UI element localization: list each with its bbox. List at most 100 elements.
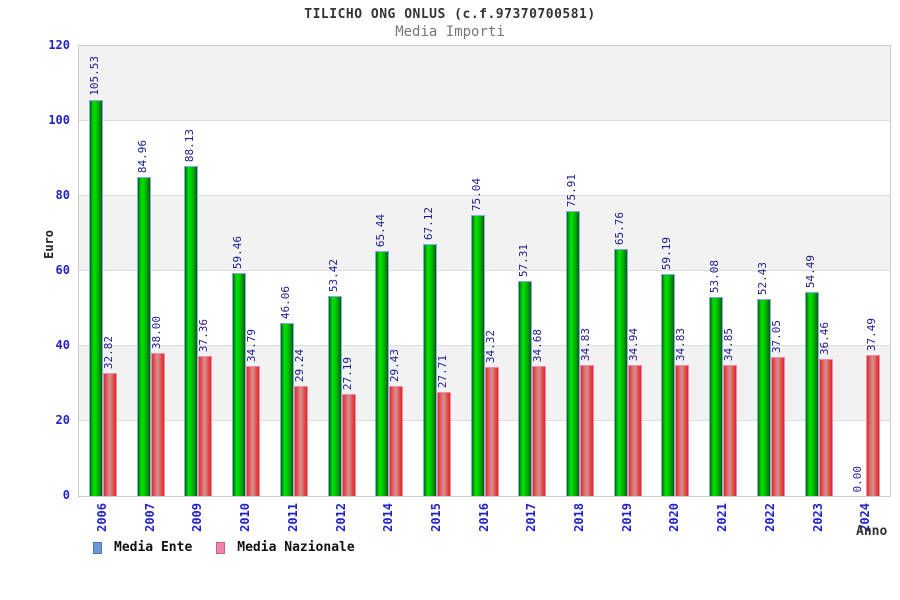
x-tick-2010: 2010 — [238, 503, 252, 532]
red-bar-2023 — [819, 359, 833, 496]
y-tick-20: 20 — [55, 413, 70, 427]
x-tick-2011: 2011 — [286, 503, 300, 532]
red-bar-2016 — [485, 367, 499, 496]
y-tick-60: 60 — [55, 263, 70, 277]
green-bar-2007 — [137, 177, 151, 496]
x-tick-2021: 2021 — [715, 503, 729, 532]
y-tick-40: 40 — [55, 338, 70, 352]
x-tick-2015: 2015 — [429, 503, 443, 532]
green-bar-value-label: 57.31 — [517, 243, 530, 277]
green-bar-2012 — [328, 296, 342, 496]
red-bar-value-label: 34.94 — [627, 327, 640, 361]
chart-title: TILICHO ONG ONLUS (c.f.97370700581) — [304, 7, 596, 22]
red-bar-value-label: 27.71 — [436, 354, 449, 388]
red-bar-2006 — [103, 373, 117, 496]
red-bar-value-label: 34.85 — [722, 327, 735, 361]
green-bar-value-label: 59.46 — [231, 235, 244, 269]
red-bar-2011 — [294, 386, 308, 496]
red-bar-value-label: 34.83 — [579, 327, 592, 361]
red-bar-2018 — [580, 365, 594, 496]
red-bar-value-label: 37.36 — [197, 318, 210, 352]
red-bar-2009 — [198, 356, 212, 496]
red-bar-value-label: 34.32 — [484, 329, 497, 363]
red-bar-value-label: 32.82 — [102, 335, 115, 369]
green-bar-value-label: 75.91 — [565, 173, 578, 207]
green-bar-2009 — [184, 166, 198, 496]
green-bar-2006 — [89, 100, 103, 496]
green-bar-2022 — [757, 299, 771, 496]
x-tick-2006: 2006 — [95, 503, 109, 532]
green-bar-value-label: 54.49 — [804, 254, 817, 288]
red-bar-value-label: 36.46 — [818, 321, 831, 355]
x-tick-2018: 2018 — [572, 503, 586, 532]
y-axis-label: Euro — [42, 230, 56, 259]
green-bar-2015 — [423, 244, 437, 496]
red-bar-2021 — [723, 365, 737, 496]
red-bar-2019 — [628, 365, 642, 496]
y-tick-80: 80 — [55, 188, 70, 202]
plot-area: 105.53 32.82 84.96 38.00 88.13 37.36 59.46 34.7… — [78, 45, 891, 497]
green-bar-2019 — [614, 249, 628, 496]
red-bar-2015 — [437, 392, 451, 496]
x-tick-2019: 2019 — [620, 503, 634, 532]
x-tick-2020: 2020 — [667, 503, 681, 532]
green-bar-value-label: 67.12 — [422, 206, 435, 240]
red-bar-value-label: 29.24 — [293, 348, 306, 382]
legend-label-media-nazionale: Media Nazionale — [237, 540, 355, 555]
green-bar-value-label: 0.00 — [851, 465, 864, 493]
red-bar-2007 — [151, 353, 165, 496]
plot-band-gray — [79, 46, 890, 121]
x-tick-2007: 2007 — [143, 503, 157, 532]
red-bar-2020 — [675, 365, 689, 496]
green-bar-value-label: 46.06 — [279, 285, 292, 319]
red-bar-value-label: 38.00 — [150, 315, 163, 349]
green-bar-value-label: 65.76 — [613, 211, 626, 245]
red-bar-value-label: 34.68 — [531, 328, 544, 362]
x-tick-2009: 2009 — [190, 503, 204, 532]
green-bar-value-label: 52.43 — [756, 261, 769, 295]
green-bar-value-label: 53.08 — [708, 259, 721, 293]
y-tick-0: 0 — [62, 488, 70, 502]
red-bar-2012 — [342, 394, 356, 496]
green-bar-value-label: 53.42 — [327, 258, 340, 292]
green-bar-2010 — [232, 273, 246, 496]
x-tick-2023: 2023 — [811, 503, 825, 532]
red-bar-value-label: 37.05 — [770, 319, 783, 353]
x-tick-2012: 2012 — [334, 503, 348, 532]
x-tick-2017: 2017 — [524, 503, 538, 532]
green-bar-2023 — [805, 292, 819, 496]
red-bar-value-label: 27.19 — [341, 356, 354, 390]
red-bar-2022 — [771, 357, 785, 496]
legend-entry-media-ente: Media Ente — [93, 540, 192, 555]
green-bar-value-label: 105.53 — [88, 56, 101, 96]
legend-entry-media-nazionale: Media Nazionale — [216, 540, 355, 555]
red-bar-value-label: 34.79 — [245, 328, 258, 362]
green-bar-value-label: 59.19 — [660, 236, 673, 270]
red-bar-2017 — [532, 366, 546, 496]
y-tick-100: 100 — [48, 113, 70, 127]
red-bar-value-label: 34.83 — [674, 327, 687, 361]
x-tick-2014: 2014 — [381, 503, 395, 532]
green-bar-value-label: 88.13 — [183, 128, 196, 162]
legend: Media Ente Media Nazionale — [93, 540, 355, 555]
green-bar-2017 — [518, 281, 532, 496]
green-bar-2016 — [471, 215, 485, 496]
red-bar-value-label: 37.49 — [865, 317, 878, 351]
x-tick-2022: 2022 — [763, 503, 777, 532]
green-bar-value-label: 75.04 — [470, 177, 483, 211]
media-nazionale-swatch-icon — [216, 541, 226, 554]
red-bar-2010 — [246, 366, 260, 496]
plot-band-white — [79, 121, 890, 196]
green-bar-value-label: 84.96 — [136, 139, 149, 173]
y-tick-120: 120 — [48, 38, 70, 52]
green-bar-2018 — [566, 211, 580, 496]
x-tick-2016: 2016 — [477, 503, 491, 532]
green-bar-value-label: 65.44 — [374, 213, 387, 247]
chart-subtitle: Media Importi — [395, 24, 505, 40]
green-bar-2014 — [375, 251, 389, 496]
red-bar-2024 — [866, 355, 880, 496]
media-ente-swatch-icon — [93, 541, 102, 554]
green-bar-2011 — [280, 323, 294, 496]
legend-label-media-ente: Media Ente — [114, 540, 193, 555]
x-axis-label: Anno — [856, 524, 888, 539]
